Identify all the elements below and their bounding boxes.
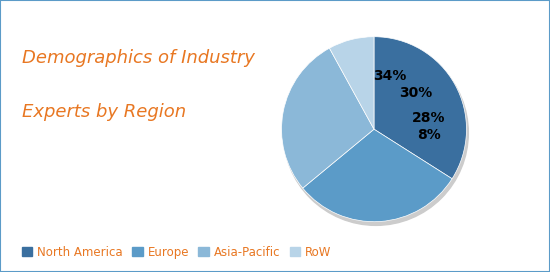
Text: 30%: 30% bbox=[399, 86, 432, 100]
Wedge shape bbox=[329, 37, 374, 129]
Text: 8%: 8% bbox=[417, 128, 441, 142]
Text: Experts by Region: Experts by Region bbox=[22, 103, 186, 121]
Text: 28%: 28% bbox=[411, 111, 445, 125]
Wedge shape bbox=[302, 129, 452, 222]
Wedge shape bbox=[374, 37, 466, 179]
Legend: North America, Europe, Asia-Pacific, RoW: North America, Europe, Asia-Pacific, RoW bbox=[17, 241, 336, 263]
Circle shape bbox=[283, 41, 469, 225]
Text: 34%: 34% bbox=[373, 69, 407, 83]
Text: Demographics of Industry: Demographics of Industry bbox=[22, 49, 255, 67]
Wedge shape bbox=[282, 48, 374, 188]
